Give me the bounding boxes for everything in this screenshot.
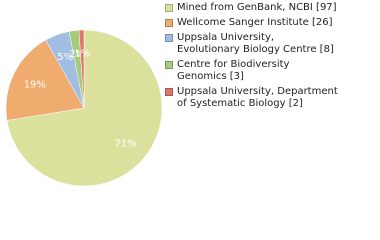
pie-slice xyxy=(6,29,163,187)
legend-item: Centre for Biodiversity Genomics [3] xyxy=(165,59,377,83)
legend-swatch xyxy=(165,19,173,27)
legend-label: Wellcome Sanger Institute [26] xyxy=(177,17,333,28)
slice-label: 71% xyxy=(114,138,136,149)
legend-label: Uppsala University, Evolutionary Biology… xyxy=(177,32,334,55)
legend-swatch xyxy=(165,88,173,96)
pie-slice xyxy=(5,39,85,121)
legend-label: Mined from GenBank, NCBI [97] xyxy=(177,2,337,13)
legend-swatch xyxy=(165,34,173,42)
pie: 71% 19% 5%2%1% xyxy=(5,29,163,187)
pie-slice xyxy=(78,29,85,109)
legend: Mined from GenBank, NCBI [97] Wellcome Sa… xyxy=(165,2,377,113)
legend-item: Uppsala University, Evolutionary Biology… xyxy=(165,32,377,56)
legend-swatch xyxy=(165,4,173,12)
legend-swatch xyxy=(165,61,173,69)
legend-item: Mined from GenBank, NCBI [97] xyxy=(165,2,377,14)
slice-label: 19% xyxy=(24,79,46,90)
legend-item: Uppsala University, Department of System… xyxy=(165,86,377,110)
slice-label: 2% xyxy=(69,49,85,60)
slice-label: 5% xyxy=(57,52,73,63)
legend-item: Wellcome Sanger Institute [26] xyxy=(165,17,377,29)
legend-label: Centre for Biodiversity Genomics [3] xyxy=(177,59,290,82)
slice-label: 1% xyxy=(74,48,90,59)
legend-label: Uppsala University, Department of System… xyxy=(177,86,338,109)
